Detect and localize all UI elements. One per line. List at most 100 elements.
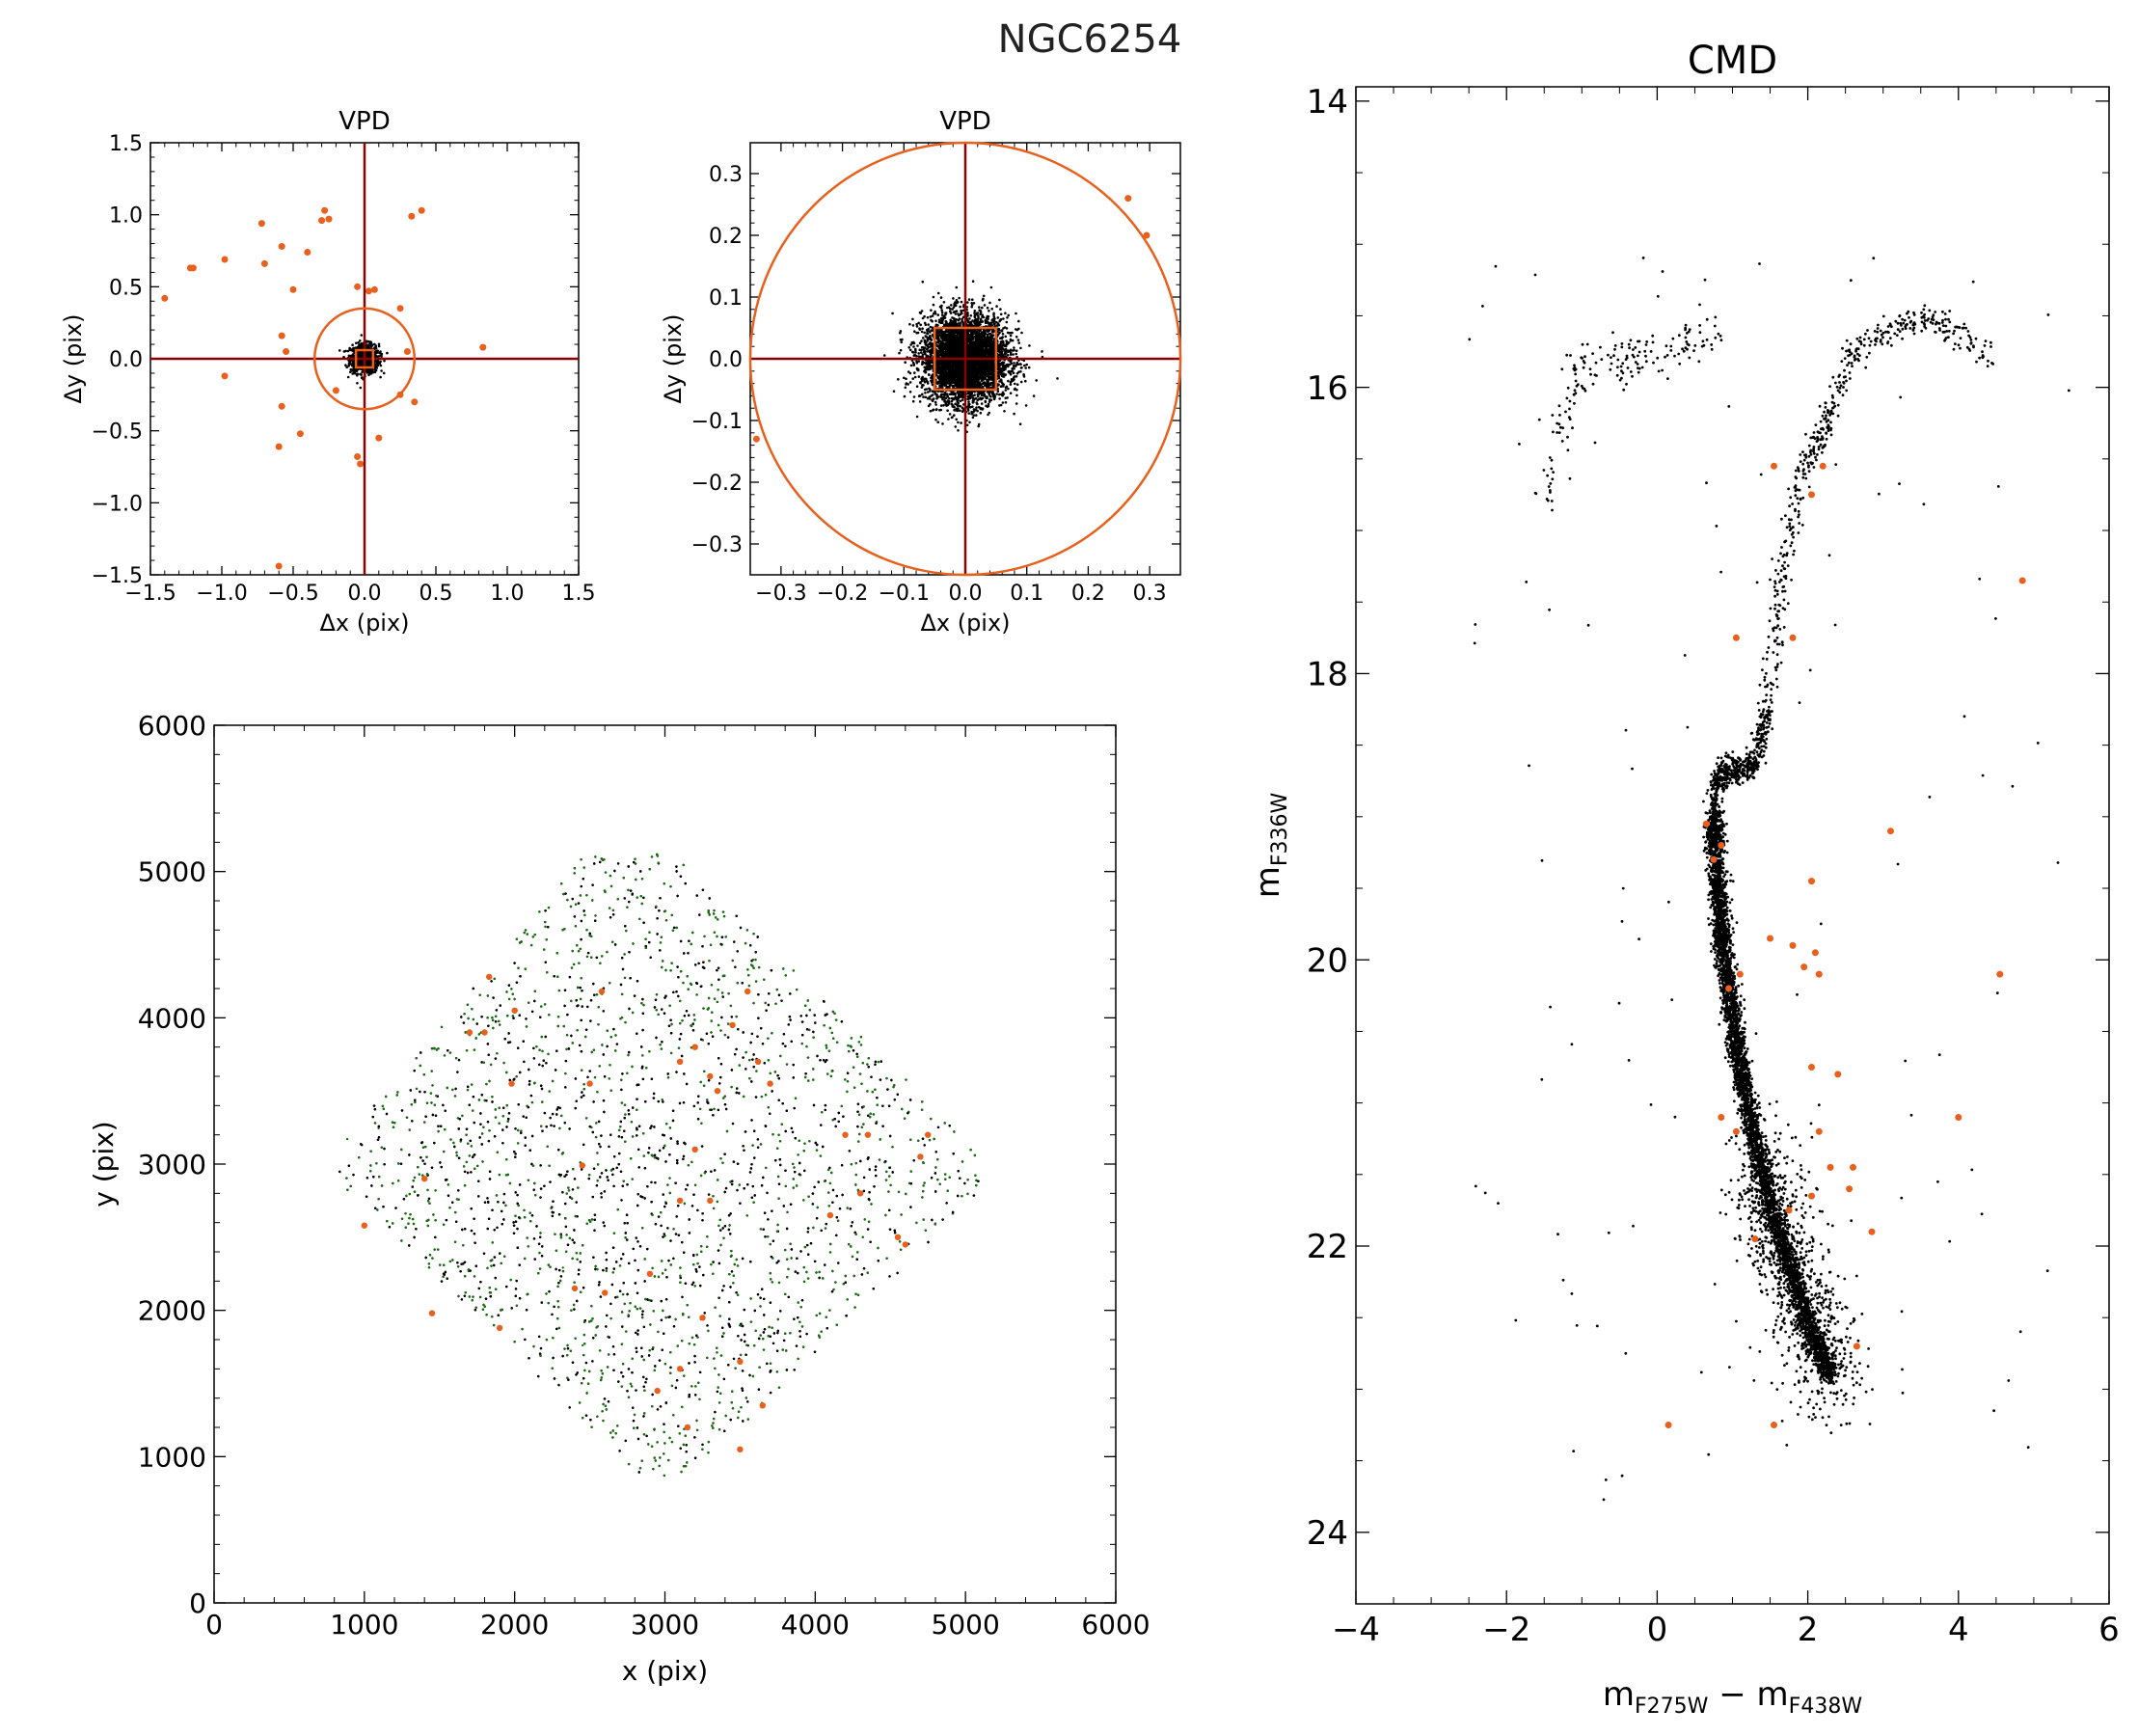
member-star <box>1015 349 1018 353</box>
member-star <box>991 377 994 380</box>
member-star <box>1003 410 1006 413</box>
member-star <box>355 341 358 345</box>
member-star <box>357 361 360 364</box>
outlier-star <box>278 243 285 250</box>
member-star <box>961 398 964 401</box>
y-tick-label: −0.3 <box>691 533 743 557</box>
member-star <box>960 421 962 424</box>
member-star <box>949 312 953 314</box>
member-star <box>924 352 927 356</box>
member-star <box>1022 373 1025 377</box>
member-star <box>1019 346 1022 350</box>
member-star <box>959 321 961 325</box>
member-star <box>937 366 940 370</box>
member-star <box>986 319 988 323</box>
outlier-star <box>278 332 285 339</box>
member-star <box>998 298 1001 302</box>
member-star <box>899 348 903 352</box>
member-star <box>931 319 934 323</box>
member-star <box>929 315 933 318</box>
member-star <box>921 337 925 339</box>
member-star <box>955 384 959 388</box>
member-star <box>924 388 927 392</box>
member-star <box>1017 341 1020 344</box>
member-star <box>1056 377 1059 380</box>
member-star <box>929 334 932 338</box>
member-star <box>386 351 389 355</box>
member-star <box>1027 366 1031 369</box>
member-star <box>1020 331 1023 335</box>
member-star <box>927 323 930 326</box>
member-star <box>983 348 986 352</box>
member-star <box>923 350 926 353</box>
member-star <box>971 298 974 302</box>
member-star <box>986 364 988 366</box>
member-star <box>917 355 921 358</box>
member-star <box>379 350 382 353</box>
member-star <box>954 425 958 428</box>
member-star <box>959 404 961 408</box>
member-star <box>1002 317 1005 320</box>
member-star <box>981 408 984 411</box>
member-star <box>955 285 959 289</box>
member-star <box>970 410 973 414</box>
member-star <box>979 411 983 415</box>
member-star <box>1015 383 1019 387</box>
member-star <box>958 347 961 350</box>
outlier-star <box>357 460 365 468</box>
x-tick-label: 0.1 <box>1010 582 1043 606</box>
member-points <box>752 195 1150 443</box>
member-star <box>903 394 907 398</box>
member-star <box>984 361 987 365</box>
member-star <box>931 399 934 403</box>
member-star <box>943 400 946 403</box>
member-star <box>957 404 960 408</box>
member-star <box>351 359 355 363</box>
member-star <box>966 301 969 304</box>
member-star <box>976 319 979 322</box>
member-star <box>357 340 360 344</box>
member-star <box>957 429 960 432</box>
member-star <box>1024 366 1027 369</box>
member-star <box>987 317 989 321</box>
member-star <box>382 371 386 375</box>
member-star <box>1007 387 1010 391</box>
member-star <box>989 395 992 398</box>
member-star <box>931 393 934 396</box>
member-star <box>988 310 990 312</box>
member-star <box>354 346 358 350</box>
outlier-star <box>321 206 329 214</box>
vpd-panel-wide: −1.5 −1.0 −0.5 0.0 0.5 1.0 1.5−1.5−1.0−0.50.00… <box>60 107 596 637</box>
member-star <box>959 305 961 309</box>
member-star <box>934 418 937 421</box>
member-star <box>908 322 911 326</box>
y-tick-label: 1.0 <box>109 204 143 229</box>
member-star <box>978 391 982 394</box>
member-star <box>1015 336 1018 339</box>
x-tick-label: 0.3 <box>1133 582 1167 606</box>
y-tick-label: −1.5 <box>92 564 143 588</box>
member-star <box>1014 382 1016 386</box>
outlier-star <box>479 343 487 351</box>
outlier-star <box>408 212 416 220</box>
panel-title: VPD <box>338 107 391 136</box>
outlier-star <box>296 430 304 438</box>
member-star <box>1001 401 1005 404</box>
member-star <box>921 327 924 331</box>
member-star <box>359 386 363 390</box>
member-star <box>1019 369 1022 373</box>
y-tick-label: −0.2 <box>691 472 743 496</box>
member-star <box>344 349 347 353</box>
member-star <box>935 394 938 398</box>
member-star <box>358 364 362 367</box>
member-star <box>1012 371 1015 375</box>
outlier-star <box>403 348 411 355</box>
member-star <box>991 372 994 376</box>
member-star <box>948 413 952 416</box>
member-star <box>969 374 972 377</box>
member-star <box>945 349 948 352</box>
member-star <box>383 359 386 363</box>
member-star <box>345 366 349 369</box>
member-star <box>368 341 372 345</box>
member-star <box>1015 372 1019 375</box>
